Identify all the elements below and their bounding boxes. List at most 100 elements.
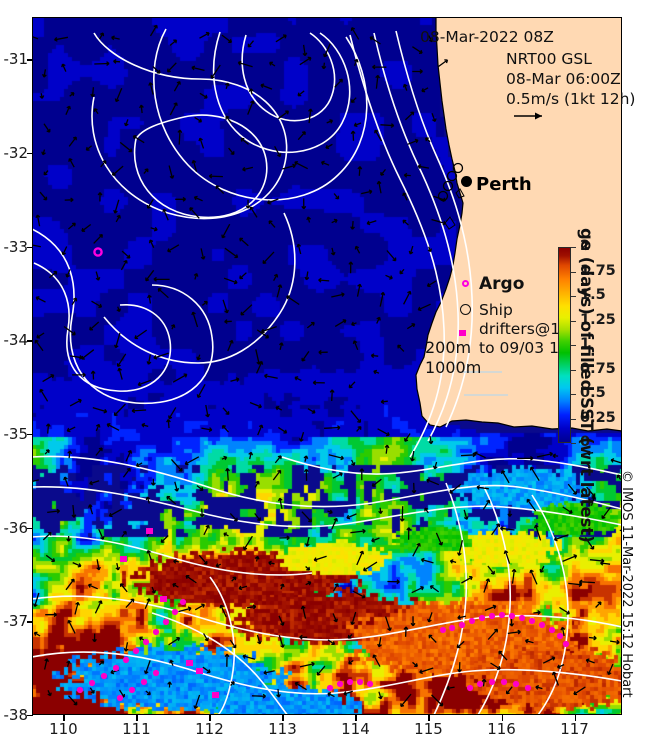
drifter-track-point bbox=[562, 640, 570, 648]
drifter-track-point bbox=[518, 614, 526, 622]
drifter-track-point bbox=[498, 611, 506, 619]
y-tick-mark bbox=[27, 621, 33, 623]
drifter-marker bbox=[120, 556, 127, 562]
x-tick-mark bbox=[282, 714, 284, 721]
drifter-tracks bbox=[76, 162, 570, 702]
drifter-track-point bbox=[476, 680, 484, 688]
drifter-legend-marker bbox=[459, 330, 466, 336]
x-tick-110: 110 bbox=[49, 720, 78, 738]
drifter-track-point bbox=[142, 638, 150, 646]
velocity-vectors bbox=[32, 24, 622, 709]
y-tick--34: -34 bbox=[3, 331, 29, 350]
ship-position-marker bbox=[442, 180, 454, 192]
colorbar-tick-1.75: 1.75 bbox=[580, 262, 616, 279]
ssh-contours bbox=[32, 28, 622, 715]
colorbar-tick-1: 1 bbox=[580, 336, 591, 352]
header-valid-time: 08-Mar 06:00Z bbox=[506, 70, 621, 88]
drifter-track-point bbox=[122, 656, 130, 664]
x-tick-114: 114 bbox=[341, 720, 370, 738]
colorbar bbox=[558, 247, 571, 443]
colorbar-tick-0.75: 0.75 bbox=[580, 360, 616, 377]
y-tick--33: -33 bbox=[3, 237, 29, 256]
drifter-marker bbox=[186, 660, 193, 666]
colorbar-tick-0.5: 0.5 bbox=[580, 385, 606, 401]
ship-position-marker bbox=[446, 170, 458, 182]
drifter-track-point bbox=[448, 624, 456, 632]
y-tick-mark bbox=[27, 152, 33, 155]
colorbar-tick-mark bbox=[571, 296, 576, 297]
drifter-track-point bbox=[439, 626, 447, 634]
drifter-marker bbox=[160, 596, 167, 602]
depth-1000m-label: 1000m bbox=[425, 358, 482, 377]
colorbar-tick-2: 2 bbox=[580, 238, 591, 254]
drifter-track-point bbox=[508, 612, 516, 620]
drifter-track-point bbox=[488, 678, 496, 686]
colorbar-tick-mark bbox=[571, 418, 576, 420]
y-tick-mark bbox=[27, 59, 33, 61]
y-tick-mark bbox=[27, 715, 33, 717]
colorbar-tick-0: 0 bbox=[580, 434, 591, 450]
depth-200m-label: 200m bbox=[425, 338, 472, 357]
x-tick-mark bbox=[209, 714, 211, 721]
y-tick--38: -38 bbox=[3, 706, 29, 724]
drifter-track-point bbox=[162, 618, 170, 626]
drifter-track-point bbox=[346, 678, 354, 686]
colorbar-tick-0.25: 0.25 bbox=[580, 409, 616, 426]
drifter-track-point bbox=[88, 679, 96, 687]
x-tick-mark bbox=[428, 714, 430, 721]
x-tick-mark bbox=[574, 714, 576, 721]
colorbar-tick-mark bbox=[571, 394, 576, 395]
drifter-track-point bbox=[132, 647, 140, 655]
header-datetime: 08-Mar-2022 08Z bbox=[420, 28, 554, 46]
x-tick-117: 117 bbox=[560, 720, 589, 738]
drifter-track-point bbox=[528, 617, 536, 625]
drifter-track-point bbox=[116, 694, 124, 702]
drifter-track-point bbox=[336, 680, 344, 688]
x-tick-112: 112 bbox=[195, 720, 224, 738]
drifter-track-point bbox=[466, 684, 474, 692]
drifter-track-point bbox=[556, 632, 564, 640]
colorbar-tick-mark bbox=[571, 271, 576, 273]
drifter-marker bbox=[196, 668, 203, 674]
map-plot-area[interactable] bbox=[32, 17, 622, 715]
y-tick-mark bbox=[27, 246, 33, 248]
drifter-track-point bbox=[366, 680, 374, 688]
x-tick-116: 116 bbox=[487, 720, 516, 738]
y-tick--37: -37 bbox=[3, 612, 29, 631]
x-tick-113: 113 bbox=[268, 720, 297, 738]
drifter-track-point bbox=[76, 686, 84, 694]
drifter-track-point bbox=[468, 617, 476, 625]
y-tick-mark bbox=[27, 433, 33, 436]
drifter-track-point bbox=[100, 672, 108, 680]
drifter-track-point bbox=[356, 678, 364, 686]
drifter-track-point bbox=[171, 608, 179, 616]
drifter-track-point bbox=[548, 626, 556, 634]
drifter-track-point bbox=[326, 684, 334, 692]
colorbar-tick-mark bbox=[571, 369, 576, 371]
y-tick-mark bbox=[27, 340, 33, 342]
y-tick--35: -35 bbox=[3, 424, 29, 443]
colorbar-title: ge (days) of filled SST (wrt latest) bbox=[577, 228, 596, 543]
drifters-range-label: to 09/03 12 bbox=[479, 339, 569, 357]
y-tick--32: -32 bbox=[3, 143, 29, 162]
coast-detail bbox=[444, 188, 465, 230]
copyright-credit: © IMOS 11-Mar-2022 15:12 Hobart bbox=[619, 470, 634, 698]
colorbar-tick-1.5: 1.5 bbox=[580, 287, 606, 303]
drifter-track-point bbox=[458, 621, 466, 629]
x-tick-115: 115 bbox=[414, 720, 443, 738]
argo-legend-marker bbox=[462, 280, 469, 287]
argo-legend-label: Argo bbox=[479, 274, 525, 294]
drifter-track-point bbox=[140, 678, 148, 686]
y-tick--36: -36 bbox=[3, 518, 29, 537]
x-tick-mark bbox=[501, 714, 503, 721]
colorbar-tick-mark bbox=[571, 345, 576, 346]
drifter-track-point bbox=[512, 680, 520, 688]
argo-float-marker bbox=[93, 247, 103, 257]
colorbar-tick-mark bbox=[571, 443, 576, 444]
header-product: NRT00 GSL bbox=[506, 50, 592, 68]
drifter-marker bbox=[212, 692, 219, 698]
colorbar-tick-mark bbox=[571, 247, 576, 248]
x-tick-mark bbox=[136, 714, 138, 721]
ship-position-marker bbox=[452, 162, 464, 174]
drifter-track-point bbox=[179, 598, 187, 606]
